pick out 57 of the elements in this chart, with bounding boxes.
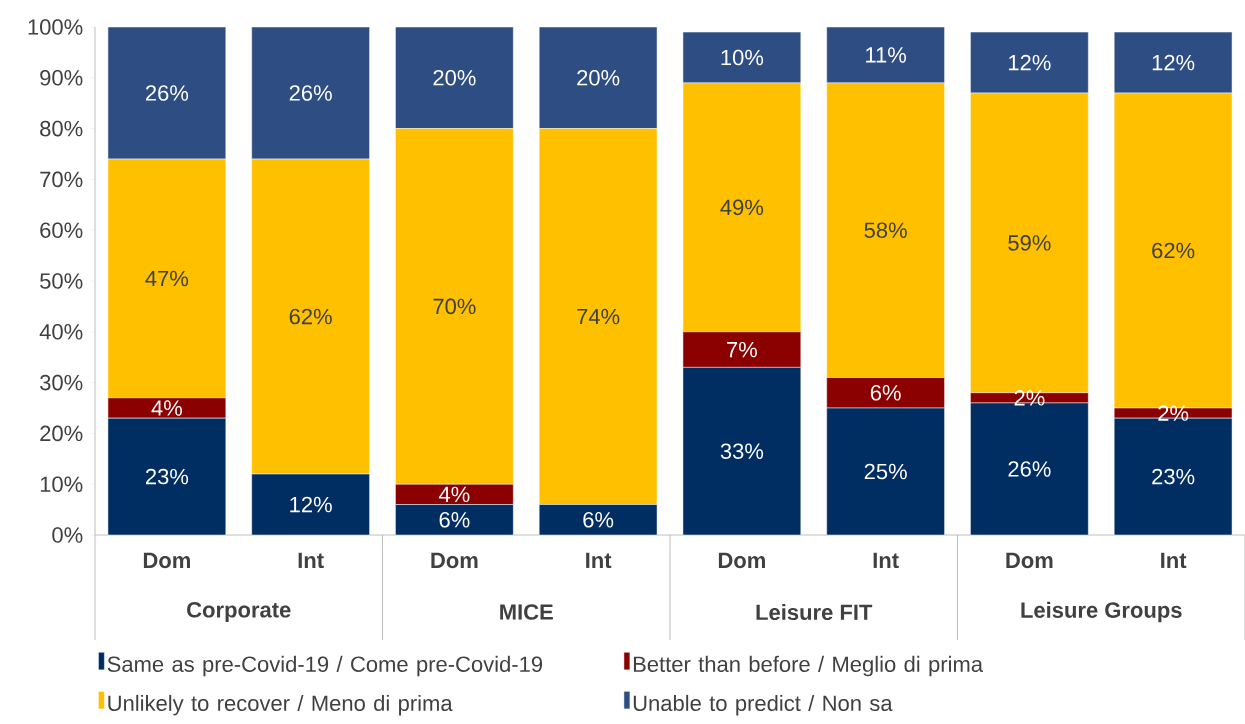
y-tick-label: 40%: [39, 324, 83, 340]
data-label: 4%: [151, 400, 182, 416]
legend-label: Same as pre-Covid-19 / Come pre-Covid-19: [107, 655, 543, 677]
y-tick-label: 100%: [28, 19, 83, 35]
y-tick-label: 90%: [40, 70, 83, 86]
text: Corporate: [187, 602, 291, 622]
x-tick-label: Int: [586, 552, 612, 569]
x-tick-label: Int: [298, 552, 324, 569]
data-label: 23%: [1152, 468, 1195, 485]
data-label: 23%: [145, 468, 189, 485]
data-label: 58%: [864, 222, 907, 238]
data-label: 20%: [577, 70, 620, 86]
data-label: 74%: [577, 308, 620, 325]
y-tick-label: 60%: [40, 222, 83, 238]
data-label: 59%: [1008, 235, 1051, 251]
data-label: 62%: [289, 308, 332, 325]
text: Leisure FIT: [756, 603, 873, 621]
data-label: 70%: [433, 298, 476, 315]
data-label: 26%: [289, 85, 332, 101]
text: MICE: [500, 604, 553, 620]
text: Leisure Groups: [1021, 601, 1182, 623]
data-label: 62%: [1152, 242, 1195, 259]
data-label: 26%: [145, 85, 189, 101]
data-label: 49%: [720, 199, 764, 216]
legend-label: Unable to predict / Non sa: [633, 694, 893, 716]
data-label: 25%: [864, 463, 907, 480]
x-tick-label: Dom: [718, 552, 765, 569]
legend-label: Better than before / Meglio di prima: [633, 655, 984, 677]
y-tick-label: 70%: [40, 171, 83, 188]
data-label: 10%: [721, 49, 764, 66]
data-label: 47%: [145, 270, 189, 287]
x-tick-label: Dom: [1006, 552, 1053, 569]
data-label: 12%: [1152, 54, 1195, 71]
y-tick-label: 20%: [40, 425, 83, 442]
data-label: 4%: [438, 486, 470, 503]
data-label: 2%: [1014, 390, 1045, 406]
data-label: 2%: [1158, 405, 1189, 421]
x-tick-label: Int: [1161, 552, 1187, 569]
data-label: 6%: [439, 511, 470, 528]
y-tick-label: 30%: [40, 374, 83, 391]
y-tick-label: 0%: [52, 527, 83, 543]
y-tick-label: 10%: [40, 476, 83, 492]
data-label: 7%: [727, 341, 757, 358]
data-label: 12%: [1009, 54, 1051, 71]
y-tick-label: 50%: [40, 273, 83, 289]
data-label: 11%: [866, 47, 907, 63]
data-label: 6%: [870, 384, 901, 401]
x-tick-label: Int: [873, 552, 899, 569]
data-label: 20%: [433, 70, 476, 86]
x-tick-label: Dom: [143, 552, 190, 569]
data-label: 33%: [720, 443, 764, 459]
data-label: 6%: [583, 511, 614, 528]
data-label: 26%: [1008, 461, 1051, 477]
y-tick-label: 80%: [40, 120, 83, 137]
legend-label: Unlikely to recover / Meno di prima: [108, 694, 453, 716]
x-tick-label: Dom: [431, 552, 478, 569]
data-label: 12%: [290, 496, 332, 513]
